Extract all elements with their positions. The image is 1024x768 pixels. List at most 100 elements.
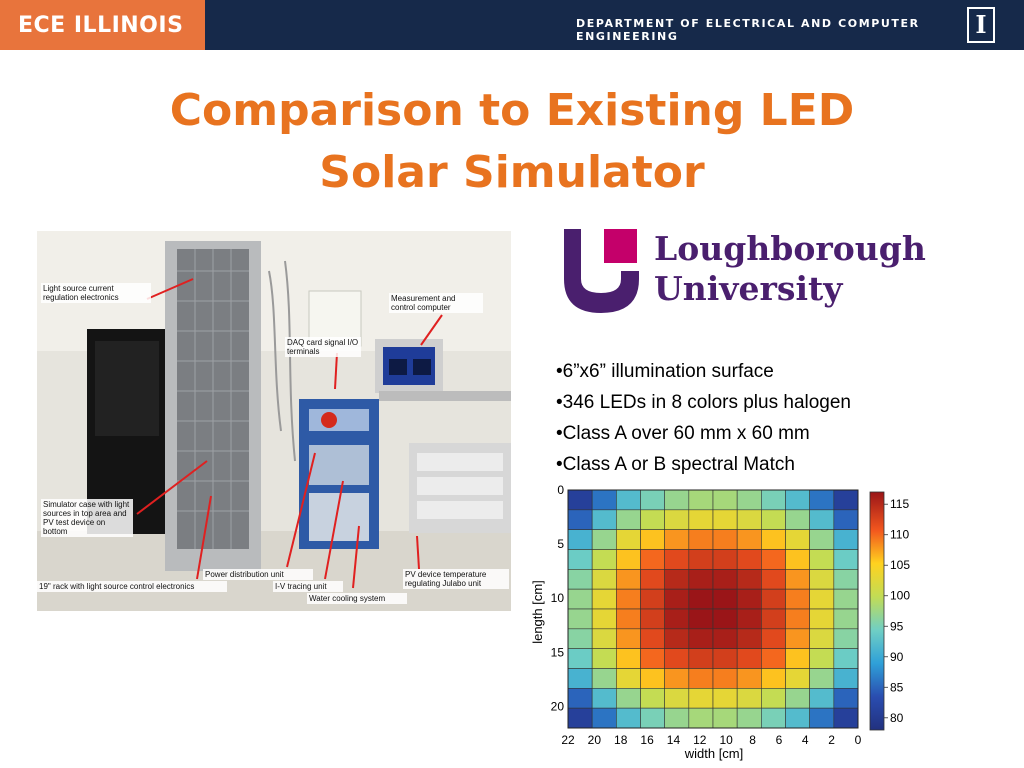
heatmap-cell (640, 688, 665, 709)
x-tick-label: 22 (561, 733, 575, 747)
brand-block: ECE ILLINOIS (0, 0, 205, 50)
heatmap-cell (591, 509, 617, 530)
heatmap-cell (785, 688, 810, 709)
heatmap-cell (616, 707, 641, 729)
loughborough-wordmark-line-2: University (654, 269, 843, 308)
heatmap-cell (688, 668, 714, 689)
heatmap-cell (640, 489, 665, 511)
heatmap-cell (785, 489, 810, 511)
heatmap-cell (567, 549, 593, 570)
heatmap-cell (616, 628, 641, 649)
heatmap-cell (640, 588, 665, 610)
heatmap-cell (809, 648, 835, 669)
x-tick-label: 2 (828, 733, 835, 747)
irradiance-heatmap: 22 20 18 16 14 12 10 8 6 4 2 0 0 5 10 15 20 115 110 105 10… (526, 482, 916, 764)
heatmap-frame (567, 489, 859, 729)
heatmap-cell (761, 509, 786, 530)
heatmap-cell (591, 648, 617, 669)
colorbar-tick-label: 105 (890, 558, 910, 572)
heatmap-cell (688, 648, 714, 669)
heatmap-cell (616, 569, 641, 590)
heatmap-cell (664, 489, 690, 511)
heatmap-cell (688, 509, 714, 530)
heatmap-cell (591, 688, 617, 709)
heatmap-cell (616, 608, 641, 630)
colorbar-tick-label: 95 (890, 619, 904, 633)
heatmap-cell (567, 588, 593, 610)
heatmap-cell (712, 569, 738, 590)
heatmap-cell (761, 648, 786, 669)
heatmap-cell (833, 549, 859, 570)
heatmap-cell (833, 707, 859, 729)
heatmap-cell (785, 707, 810, 729)
heatmap-cell (785, 608, 810, 630)
heatmap-cell (712, 608, 738, 630)
heatmap-cell (712, 588, 738, 610)
heatmap-cell (591, 489, 617, 511)
heatmap-cell (785, 569, 810, 590)
heatmap-cell (785, 549, 810, 570)
heatmap-cell (664, 608, 690, 630)
heatmap-cell (616, 688, 641, 709)
heatmap-cell (567, 707, 593, 729)
department-name: DEPARTMENT OF ELECTRICAL AND COMPUTER EN… (576, 17, 920, 43)
heatmap-cell (712, 668, 738, 689)
heatmap-cell (736, 489, 762, 511)
x-tick-label: 6 (776, 733, 783, 747)
heatmap-cell (809, 529, 835, 550)
heatmap-cell (567, 509, 593, 530)
heatmap-cell (761, 608, 786, 630)
x-tick-label: 14 (667, 733, 681, 747)
colorbar-tick-label: 115 (890, 497, 909, 511)
heatmap-cell (567, 648, 593, 669)
illinois-logo-letter: I (975, 10, 987, 39)
heatmap-cell (688, 569, 714, 590)
heatmap-cell (640, 569, 665, 590)
heatmap-cell (761, 569, 786, 590)
x-tick-label: 0 (855, 733, 862, 747)
heatmap-cell (736, 549, 762, 570)
heatmap-cell (664, 588, 690, 610)
heatmap-cell (736, 509, 762, 530)
spec-bullet-list: •6”x6” illumination surface •346 LEDs in… (556, 356, 976, 480)
heatmap-cell (761, 588, 786, 610)
slide-title-line-2: Solar Simulator (319, 147, 705, 198)
spec-bullet: •346 LEDs in 8 colors plus halogen (556, 392, 852, 413)
heatmap-cell (833, 489, 859, 511)
loughborough-mark-icon (564, 229, 639, 313)
heatmap-cell (664, 549, 690, 570)
slide-title-line-1: Comparison to Existing LED (169, 85, 855, 136)
heatmap-cell (833, 688, 859, 709)
loughborough-wordmark: Loughborough University (654, 229, 926, 309)
heatmap-cell (785, 668, 810, 689)
heatmap-cell (591, 588, 617, 610)
heatmap-cell (640, 549, 665, 570)
heatmap-cell (761, 549, 786, 570)
heatmap-cell (664, 509, 690, 530)
heatmap-cell (567, 628, 593, 649)
heatmap-cell (761, 707, 786, 729)
heatmap-cell (833, 608, 859, 630)
heatmap-cell (736, 707, 762, 729)
heatmap-cell (664, 569, 690, 590)
heatmap-cell (833, 668, 859, 689)
heatmap-cell (809, 608, 835, 630)
loughborough-logo: Loughborough University (564, 229, 944, 319)
heatmap-cell (616, 588, 641, 610)
heatmap-cell (688, 628, 714, 649)
heatmap-cell (567, 688, 593, 709)
colorbar (869, 491, 885, 731)
heatmap-cell (664, 648, 690, 669)
heatmap-cell (640, 529, 665, 550)
heatmap-cell (640, 707, 665, 729)
photo-label-rack: 19" rack with light source control elect… (37, 581, 227, 592)
heatmap-cell (688, 588, 714, 610)
heatmap-cell (712, 509, 738, 530)
y-tick-label: 20 (551, 699, 565, 713)
photo-label-power: Power distribution unit (203, 569, 313, 580)
y-tick-label: 15 (551, 645, 565, 659)
heatmap-cell (833, 529, 859, 550)
heatmap-cell (809, 707, 835, 729)
heatmap-cell (688, 549, 714, 570)
